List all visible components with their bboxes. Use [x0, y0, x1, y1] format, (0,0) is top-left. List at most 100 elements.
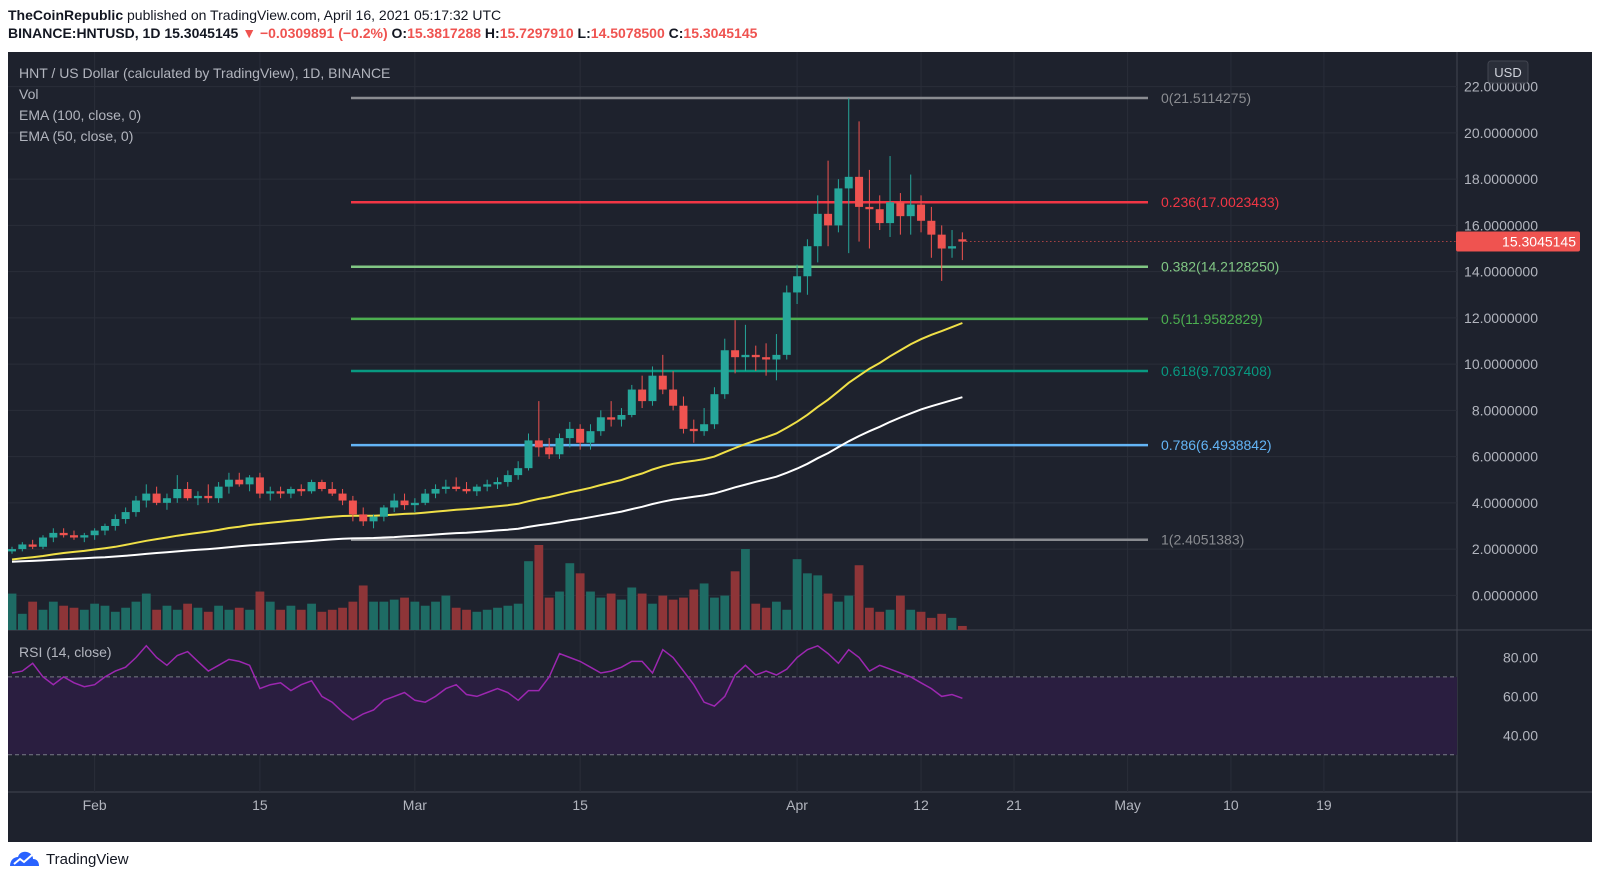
candle-body[interactable]: [338, 493, 347, 501]
candle-body[interactable]: [328, 488, 337, 494]
candle-body[interactable]: [493, 482, 502, 485]
candle-body[interactable]: [793, 276, 802, 293]
candle-body[interactable]: [927, 220, 936, 235]
candle-body[interactable]: [255, 477, 264, 494]
candle-body[interactable]: [162, 498, 171, 503]
candle-body[interactable]: [958, 239, 967, 242]
candle-body[interactable]: [855, 176, 864, 207]
candle-body[interactable]: [452, 486, 461, 489]
candle-body[interactable]: [700, 424, 709, 432]
currency-button[interactable]: USD: [1487, 60, 1529, 84]
candle-body[interactable]: [679, 405, 688, 429]
candle-body[interactable]: [669, 389, 678, 406]
candle-body[interactable]: [865, 206, 874, 210]
candle-body[interactable]: [276, 491, 285, 494]
candle-body[interactable]: [131, 500, 140, 513]
candle-body[interactable]: [762, 357, 771, 360]
candle-body[interactable]: [431, 488, 440, 494]
tradingview-brand[interactable]: TradingView: [46, 850, 129, 868]
candle-body[interactable]: [173, 488, 182, 499]
candle-body[interactable]: [369, 516, 378, 522]
candle-body[interactable]: [741, 354, 750, 358]
candle-body[interactable]: [503, 475, 512, 483]
candle-body[interactable]: [917, 204, 926, 221]
candle-body[interactable]: [49, 532, 58, 538]
legend-rsi[interactable]: RSI (14, close): [19, 644, 112, 660]
candle-body[interactable]: [297, 488, 306, 492]
candle-body[interactable]: [483, 484, 492, 487]
candle-body[interactable]: [576, 428, 585, 443]
candle-body[interactable]: [193, 495, 202, 499]
candle-body[interactable]: [307, 482, 316, 492]
candle-body[interactable]: [586, 431, 595, 443]
candle-body[interactable]: [813, 213, 822, 247]
candle-body[interactable]: [18, 544, 27, 550]
candle-body[interactable]: [121, 512, 130, 520]
candle-body[interactable]: [710, 394, 719, 425]
candle-body[interactable]: [214, 486, 223, 499]
candle-body[interactable]: [896, 202, 905, 217]
legend-vol[interactable]: Vol: [19, 86, 38, 102]
candle-body[interactable]: [28, 544, 37, 547]
candle-body[interactable]: [638, 389, 647, 402]
candle-body[interactable]: [937, 234, 946, 249]
chart-title[interactable]: HNT / US Dollar (calculated by TradingVi…: [19, 65, 390, 81]
candle-body[interactable]: [545, 447, 554, 455]
candle-body[interactable]: [59, 532, 68, 536]
candle-body[interactable]: [286, 488, 295, 494]
candle-body[interactable]: [555, 438, 564, 455]
candle-body[interactable]: [751, 354, 760, 358]
candle-body[interactable]: [8, 549, 16, 552]
candle-body[interactable]: [142, 493, 151, 501]
candle-body[interactable]: [224, 479, 233, 487]
candle-body[interactable]: [658, 375, 667, 390]
ema50-line[interactable]: [11, 322, 963, 561]
candle-body[interactable]: [607, 417, 616, 420]
currency-label[interactable]: USD: [1494, 65, 1521, 80]
candle-body[interactable]: [90, 530, 99, 536]
candle-body[interactable]: [379, 507, 388, 517]
candle-body[interactable]: [803, 246, 812, 277]
candle-body[interactable]: [421, 493, 430, 503]
candle-body[interactable]: [782, 292, 791, 355]
candle-body[interactable]: [38, 537, 47, 547]
candle-body[interactable]: [689, 428, 698, 432]
candle-body[interactable]: [266, 491, 275, 494]
candle-body[interactable]: [69, 535, 78, 538]
candle-body[interactable]: [100, 525, 109, 531]
rsi-line[interactable]: [11, 644, 963, 721]
candle-body[interactable]: [617, 414, 626, 420]
candle-body[interactable]: [514, 468, 523, 476]
candle-body[interactable]: [245, 477, 254, 485]
candle-body[interactable]: [80, 535, 89, 538]
ema100-line[interactable]: [11, 396, 963, 563]
candle-body[interactable]: [648, 375, 657, 402]
candle-body[interactable]: [906, 204, 915, 217]
candle-body[interactable]: [565, 428, 574, 439]
candle-body[interactable]: [152, 493, 161, 503]
candle-body[interactable]: [772, 354, 781, 360]
candle-body[interactable]: [875, 209, 884, 224]
candle-body[interactable]: [472, 486, 481, 492]
candle-body[interactable]: [441, 486, 450, 489]
candle-body[interactable]: [720, 350, 729, 395]
candle-body[interactable]: [111, 519, 120, 526]
candle-body[interactable]: [359, 514, 368, 522]
candle-body[interactable]: [348, 500, 357, 515]
candle-body[interactable]: [627, 389, 636, 415]
candle-body[interactable]: [390, 500, 399, 508]
candle-body[interactable]: [534, 440, 543, 448]
candle-body[interactable]: [400, 500, 409, 506]
candle-body[interactable]: [524, 440, 533, 469]
candle-body[interactable]: [204, 495, 213, 499]
candle-body[interactable]: [410, 502, 419, 506]
candle-body[interactable]: [834, 188, 843, 226]
candle-body[interactable]: [462, 488, 471, 492]
candle-body[interactable]: [886, 202, 895, 224]
candle-body[interactable]: [317, 482, 326, 489]
candle-body[interactable]: [948, 246, 957, 249]
currency-button-bg[interactable]: [1487, 60, 1529, 84]
candle-body[interactable]: [596, 417, 605, 432]
candle-body[interactable]: [844, 176, 853, 189]
candle-body[interactable]: [183, 488, 192, 499]
